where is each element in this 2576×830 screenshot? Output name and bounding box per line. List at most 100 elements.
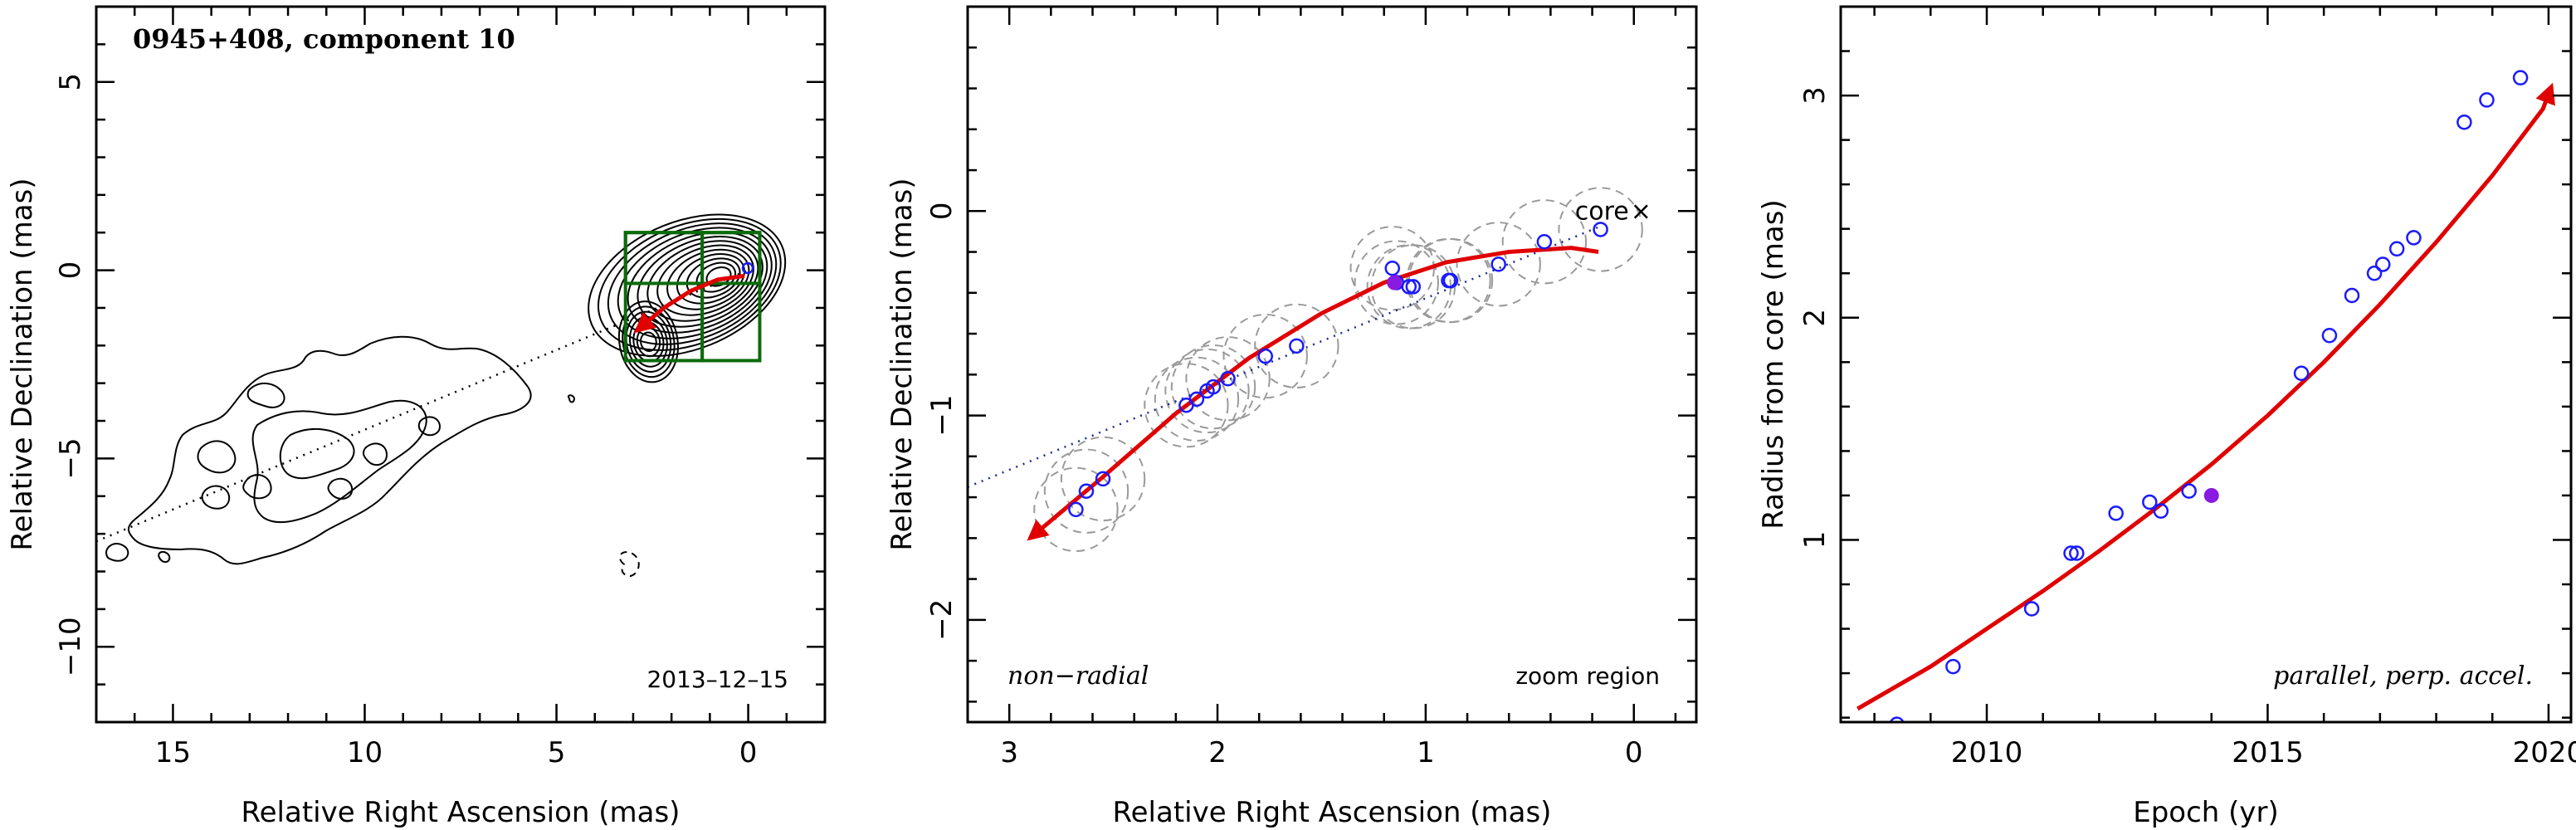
panel-note-right: parallel, perp. accel. bbox=[2273, 662, 2533, 691]
data-point bbox=[1188, 391, 1205, 408]
uncertainty-circle bbox=[1354, 240, 1439, 325]
trend-line bbox=[968, 224, 1603, 488]
uncertainty-circle bbox=[1043, 448, 1129, 534]
data-point bbox=[1945, 658, 1961, 675]
panel-note-left: non−radial bbox=[1007, 662, 1149, 691]
uncertainty-circles bbox=[1033, 187, 1643, 553]
contour-map-panel: 15 10 5 0 5 0 −5 −10 0945+408, component 10 201… bbox=[6, 5, 827, 829]
x-axis-label: Epoch (yr) bbox=[2133, 796, 2279, 829]
trend-line bbox=[96, 269, 749, 543]
uncertainty-circle bbox=[1170, 344, 1256, 430]
fit-track bbox=[633, 273, 745, 334]
fit-track bbox=[1027, 246, 1599, 541]
y-tick-label: 0 bbox=[54, 261, 87, 280]
data-point bbox=[1068, 501, 1084, 518]
data-point bbox=[2456, 114, 2472, 130]
x-tick-label: 10 bbox=[347, 736, 383, 769]
core-contour bbox=[637, 235, 764, 328]
core-contour bbox=[646, 240, 759, 322]
uncertainty-circle bbox=[1164, 348, 1250, 434]
data-point bbox=[1384, 260, 1400, 276]
x-tick-label: 2 bbox=[1208, 736, 1227, 769]
y-tick-label: 1 bbox=[1798, 531, 1832, 549]
uncertainty-circle bbox=[1406, 237, 1491, 324]
core-contour bbox=[588, 213, 787, 357]
core-marker: × bbox=[1631, 197, 1651, 226]
data-point bbox=[2181, 483, 2197, 499]
y-tick-label: −5 bbox=[54, 437, 87, 479]
zoom-boxes bbox=[623, 231, 762, 363]
zoom-box bbox=[623, 231, 762, 286]
panel-title: 0945+408, component 10 bbox=[133, 23, 515, 55]
y-tick-label: 2 bbox=[1798, 309, 1832, 327]
data-point bbox=[1593, 222, 1608, 237]
x-tick-label: 1 bbox=[1417, 736, 1435, 769]
core-contours bbox=[588, 213, 787, 383]
contour-lines bbox=[105, 335, 640, 578]
data-point bbox=[1490, 256, 1506, 272]
data-point bbox=[1257, 348, 1273, 364]
date-label: 2013–12–15 bbox=[646, 666, 788, 693]
y-axis-label: Relative Declination (mas) bbox=[886, 178, 919, 550]
data-point bbox=[2406, 230, 2422, 246]
data-point bbox=[2153, 503, 2169, 519]
x-tick-label: 0 bbox=[739, 736, 758, 769]
uncertainty-circle bbox=[1060, 436, 1146, 522]
data-point bbox=[1889, 716, 1905, 722]
data-point bbox=[1442, 272, 1459, 289]
x-tick-label: 2010 bbox=[1951, 736, 2023, 769]
x-tick-label: 2020 bbox=[2513, 736, 2576, 769]
data-point bbox=[1289, 338, 1305, 354]
uncertainty-circle bbox=[1558, 187, 1643, 272]
data-point bbox=[1220, 370, 1236, 387]
core-contour bbox=[627, 231, 768, 334]
uncertainty-circle bbox=[1144, 363, 1229, 448]
core-contour bbox=[597, 217, 782, 351]
core-contour bbox=[617, 227, 773, 339]
uncertainty-circle bbox=[1501, 199, 1588, 285]
x-tick-label: 0 bbox=[1625, 736, 1643, 769]
y-tick-label: −10 bbox=[54, 617, 87, 676]
uncertainty-circle bbox=[1033, 466, 1119, 553]
core-label: core bbox=[1575, 197, 1629, 226]
y-tick-label: 5 bbox=[54, 73, 87, 91]
data-point bbox=[2321, 327, 2338, 344]
x-axis-label: Relative Right Ascension (mas) bbox=[242, 796, 681, 829]
x-axis-label: Relative Right Ascension (mas) bbox=[1113, 796, 1552, 829]
data-point bbox=[2344, 287, 2360, 304]
data-point bbox=[1401, 279, 1417, 295]
data-point bbox=[2142, 494, 2158, 510]
x-tick-label: 5 bbox=[548, 736, 566, 769]
core-contour bbox=[685, 257, 741, 299]
uncertainty-circle bbox=[1254, 303, 1339, 389]
data-point bbox=[2388, 241, 2405, 257]
highlight-point bbox=[1387, 275, 1403, 290]
data-point bbox=[2293, 365, 2310, 381]
uncertainty-circle bbox=[1370, 244, 1456, 330]
data-point bbox=[2023, 601, 2040, 617]
x-tick-label: 3 bbox=[1000, 736, 1018, 769]
data-point bbox=[2366, 265, 2383, 281]
radius-points bbox=[1889, 70, 2529, 722]
core-contour bbox=[622, 305, 676, 378]
fit-curve bbox=[1856, 82, 2555, 711]
radius-epoch-panel: 2010 2015 2020 1 2 3 parallel, perp. accel. E… bbox=[1757, 5, 2576, 829]
core-contour bbox=[617, 300, 679, 383]
data-point bbox=[2479, 92, 2495, 108]
y-axis-label: Radius from core (mas) bbox=[1757, 199, 1790, 529]
uncertainty-circle bbox=[1456, 222, 1541, 307]
core-contour bbox=[656, 244, 754, 316]
position-points bbox=[1068, 222, 1608, 518]
x-tick-label: 15 bbox=[155, 736, 191, 769]
uncertainty-circle bbox=[1185, 336, 1271, 422]
y-tick-label: 3 bbox=[1798, 86, 1832, 105]
panel-note-right: zoom region bbox=[1515, 662, 1660, 690]
uncertainty-circle bbox=[1154, 356, 1240, 442]
core-marker bbox=[741, 261, 754, 275]
data-point bbox=[2108, 505, 2124, 521]
data-point bbox=[2069, 545, 2085, 561]
y-tick-label: −2 bbox=[925, 599, 959, 641]
y-axis-label: Relative Declination (mas) bbox=[6, 178, 39, 550]
y-tick-label: 0 bbox=[925, 202, 959, 220]
